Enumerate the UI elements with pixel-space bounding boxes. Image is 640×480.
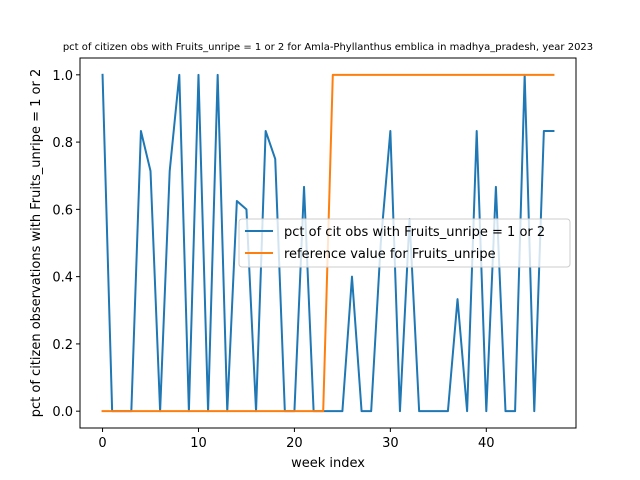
y-tick-label: 0.6 <box>52 203 73 218</box>
x-axis: 0 10 20 30 40 <box>98 428 495 451</box>
y-tick-label: 0.4 <box>52 271 73 286</box>
x-tick-label: 0 <box>98 436 106 451</box>
y-axis: 0.0 0.2 0.4 0.6 0.8 1.0 <box>52 69 80 420</box>
chart-title: pct of citizen obs with Fruits_unripe = … <box>63 42 593 53</box>
series-line-0 <box>101 73 555 413</box>
plot-frame <box>79 57 577 429</box>
x-tick-label: 30 <box>382 436 399 451</box>
x-axis-label: week index <box>291 456 365 471</box>
x-tick-label: 20 <box>286 436 303 451</box>
y-tick-label: 1.0 <box>52 69 73 84</box>
y-tick-label: 0.0 <box>52 405 73 420</box>
legend-label-reference: reference value for Fruits_unripe <box>284 247 496 262</box>
x-tick-label: 10 <box>190 436 207 451</box>
y-tick-label: 0.2 <box>52 338 73 353</box>
legend-box <box>238 218 571 268</box>
legend: pct of cit obs with Fruits_unripe = 1 or… <box>238 218 571 268</box>
y-axis-label: pct of citizen observations with Fruits_… <box>29 69 44 418</box>
y-tick-label: 0.8 <box>52 136 73 151</box>
x-tick-label: 40 <box>478 436 495 451</box>
legend-label-citizen-pct: pct of cit obs with Fruits_unripe = 1 or… <box>284 225 545 240</box>
